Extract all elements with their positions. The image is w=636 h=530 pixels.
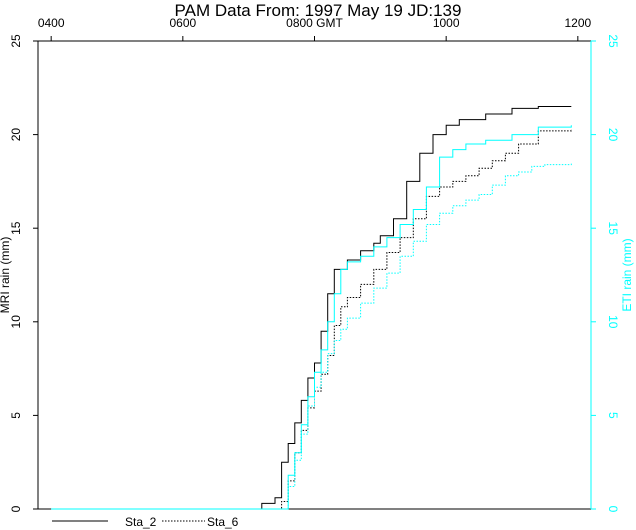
x-tick-label: 0800 GMT [286, 16, 343, 30]
series-line-sta-6-left [51, 129, 572, 510]
x-tick-label: 1000 [433, 16, 460, 30]
x-tick-label: 0400 [38, 16, 65, 30]
chart-title: PAM Data From: 1997 May 19 JD:139 [175, 1, 462, 20]
legend: Sta_2 Sta_6 [52, 515, 239, 529]
x-tick-label: 1200 [564, 16, 591, 30]
y-tick-label-right: 25 [606, 34, 620, 48]
y-tick-label-left: 0 [9, 505, 23, 512]
axis-ticks: 0400 0600 0800 GMT 1000 1200 0 0 5 5 10 10 15 15 20 20… [9, 16, 620, 513]
legend-label-sta-2: Sta_2 [125, 515, 157, 529]
y-tick-label-left: 25 [9, 34, 23, 48]
y-tick-label-right: 5 [606, 412, 620, 419]
y-tick-label-right: 10 [606, 315, 620, 329]
y-tick-label-right: 0 [606, 506, 620, 513]
y-tick-label-left: 5 [9, 412, 23, 419]
series-group [51, 106, 572, 510]
x-tick-label: 0600 [169, 16, 196, 30]
series-line-sta-2-right [51, 125, 572, 510]
y-tick-label-left: 15 [9, 221, 23, 235]
y-axis-label-left: MRI rain (mm) [0, 237, 12, 314]
y-axis-label-right: ETI rain (mm) [620, 238, 634, 311]
y-tick-label-right: 20 [606, 128, 620, 142]
legend-label-sta-6: Sta_6 [207, 515, 239, 529]
y-tick-label-left: 10 [9, 315, 23, 329]
series-line-sta-2-left [51, 106, 572, 510]
y-tick-label-left: 20 [9, 128, 23, 142]
plot-frame [37, 40, 592, 510]
series-line-sta-6-right [51, 162, 572, 510]
y-tick-label-right: 15 [606, 222, 620, 236]
